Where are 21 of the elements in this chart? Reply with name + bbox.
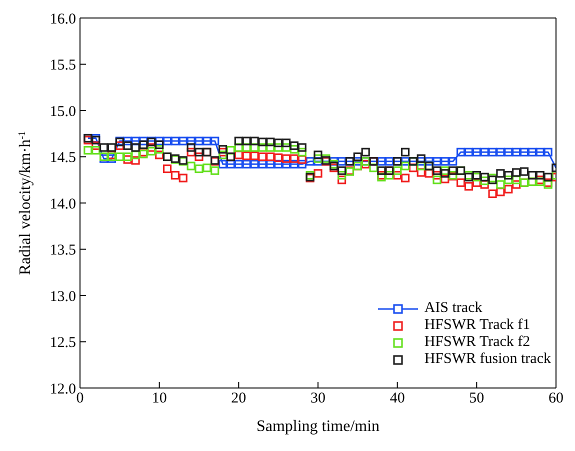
y-tick-label: 12.5 [50,335,76,352]
y-tick-label: 14.5 [50,150,76,166]
x-tick-label: 40 [390,390,405,407]
y-tick-label: 16.0 [50,11,76,28]
x-tick-label: 50 [469,390,484,407]
x-tick-label: 0 [76,390,84,407]
legend-label: HFSWR Track f1 [424,317,530,334]
x-tick-label: 60 [548,390,564,407]
y-tick-label: 15.5 [50,58,76,74]
x-tick-label: 30 [310,390,326,407]
x-axis-title: Sampling time/min [256,418,380,435]
legend-label: AIS track [424,300,482,317]
x-tick-label: 20 [231,390,246,407]
y-tick-label: 15.0 [50,104,76,120]
x-tick-label: 10 [152,390,167,407]
y-tick-label: 14.0 [50,196,76,212]
y-tick-label: 13.0 [50,288,76,305]
y-tick-label: 12.0 [50,381,76,398]
y-tick-label: 13.5 [50,242,76,259]
legend-label: HFSWR fusion track [424,351,551,368]
legend-label: HFSWR Track f2 [424,334,530,351]
